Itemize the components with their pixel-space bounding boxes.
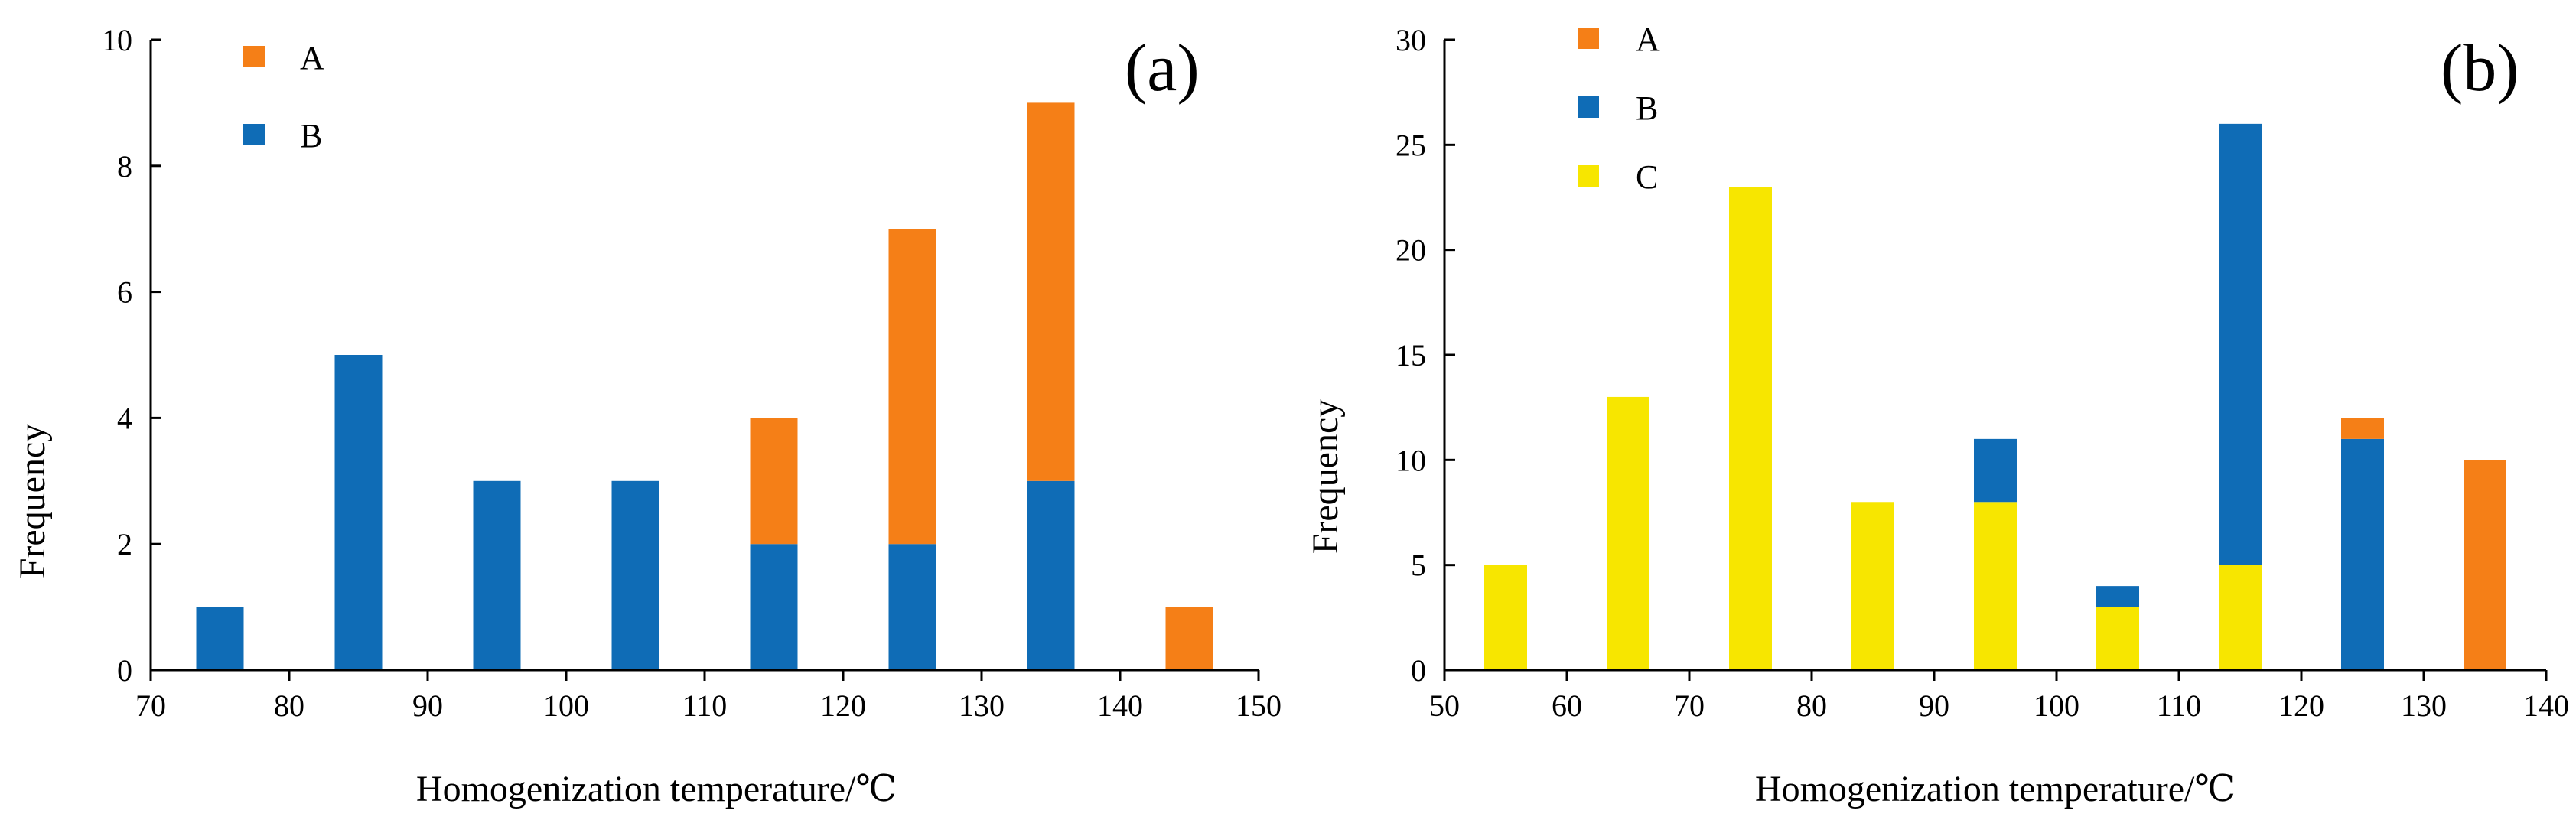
y-tick-label-10: 10	[102, 23, 132, 57]
y-tick-label-4: 4	[117, 401, 132, 435]
bar-c-55	[1484, 565, 1527, 670]
bar-c-65	[1607, 396, 1649, 670]
y-axis-title-b: Frequency	[1305, 399, 1346, 555]
x-tick-label-110: 110	[2157, 688, 2202, 723]
y-tick-label-2: 2	[117, 527, 132, 561]
bar-c-105	[2096, 607, 2139, 670]
x-tick-label-80: 80	[274, 688, 304, 723]
bar-b-75	[196, 607, 244, 670]
bars-a	[196, 102, 1213, 670]
x-tick-label-80: 80	[1796, 688, 1827, 723]
x-tick-label-130: 130	[2401, 688, 2447, 723]
x-tick-label-110: 110	[682, 688, 728, 723]
bar-a-125	[888, 229, 936, 545]
y-axis-title-a: Frequency	[12, 424, 53, 579]
bar-b-105	[611, 480, 659, 670]
bar-b-125	[888, 544, 936, 670]
chart-panel-b: (b) Frequency Homogenization temperature…	[1305, 21, 2569, 809]
bar-b-125	[2341, 438, 2384, 670]
bar-c-95	[1974, 502, 2017, 670]
x-tick-label-150: 150	[1236, 688, 1281, 723]
panel-label-b: (b)	[2441, 31, 2519, 106]
x-tick-label-70: 70	[1674, 688, 1705, 723]
legend-a: AB	[243, 39, 324, 155]
legend-b: ABC	[1578, 21, 1660, 196]
bar-b-135	[1027, 480, 1075, 670]
legend-label-b: B	[300, 117, 322, 155]
x-axis-title-a: Homogenization temperature/℃	[416, 769, 897, 809]
y-tick-label-6: 6	[117, 275, 132, 310]
legend-swatch-b	[243, 124, 265, 145]
bar-c-85	[1851, 502, 1894, 670]
bar-b-95	[1974, 438, 2017, 503]
legend-swatch-a	[1578, 28, 1599, 49]
legend-swatch-b	[1578, 96, 1599, 118]
panel-label-a: (a)	[1125, 31, 1200, 106]
bar-b-115	[2219, 123, 2262, 565]
y-tick-label-15: 15	[1395, 338, 1426, 373]
x-tick-label-140: 140	[1097, 688, 1143, 723]
bar-a-135	[2464, 460, 2506, 670]
bar-c-115	[2219, 565, 2262, 670]
bar-a-115	[750, 418, 798, 545]
bar-a-135	[1027, 102, 1075, 481]
axes-a: 0 2 4 6 8 10 70 80 90 100 110 120 130 140 150	[102, 23, 1281, 723]
legend-swatch-a	[243, 46, 265, 67]
legend-label-a: A	[1636, 21, 1660, 58]
x-tick-label-120: 120	[2278, 688, 2324, 723]
y-tick-label-0: 0	[1411, 653, 1426, 688]
y-tick-label-5: 5	[1411, 548, 1426, 583]
x-tick-label-120: 120	[820, 688, 866, 723]
bar-b-115	[750, 544, 798, 670]
y-tick-label-20: 20	[1395, 233, 1426, 268]
y-tick-label-8: 8	[117, 149, 132, 184]
x-tick-label-90: 90	[412, 688, 443, 723]
chart-panel-a: (a) Frequency Homogenization temperature…	[12, 23, 1281, 809]
y-tick-label-0: 0	[117, 653, 132, 688]
axes-b: 0 5 10 15 20 25 30 50 60 70 80 90 100 110 120 130 140	[1395, 23, 2569, 723]
bar-a-145	[1165, 607, 1213, 670]
y-tick-label-25: 25	[1395, 128, 1426, 162]
bar-b-85	[334, 355, 383, 670]
legend-label-a: A	[300, 39, 324, 76]
y-tick-label-30: 30	[1395, 23, 1426, 57]
bar-b-95	[473, 480, 521, 670]
x-tick-label-100: 100	[543, 688, 589, 723]
legend-label-b: B	[1636, 89, 1658, 127]
x-tick-label-90: 90	[1919, 688, 1949, 723]
x-tick-label-60: 60	[1552, 688, 1582, 723]
x-tick-label-50: 50	[1429, 688, 1460, 723]
legend-label-c: C	[1636, 158, 1658, 196]
x-tick-label-140: 140	[2523, 688, 2569, 723]
legend-swatch-c	[1578, 165, 1599, 187]
bar-c-75	[1729, 187, 1772, 670]
x-tick-label-130: 130	[959, 688, 1005, 723]
x-tick-label-100: 100	[2034, 688, 2079, 723]
bar-a-125	[2341, 418, 2384, 439]
bar-b-105	[2096, 586, 2139, 607]
bars-b	[1484, 123, 2506, 670]
x-axis-title-b: Homogenization temperature/℃	[1755, 769, 2236, 809]
x-tick-label-70: 70	[135, 688, 166, 723]
y-tick-label-10: 10	[1395, 443, 1426, 477]
